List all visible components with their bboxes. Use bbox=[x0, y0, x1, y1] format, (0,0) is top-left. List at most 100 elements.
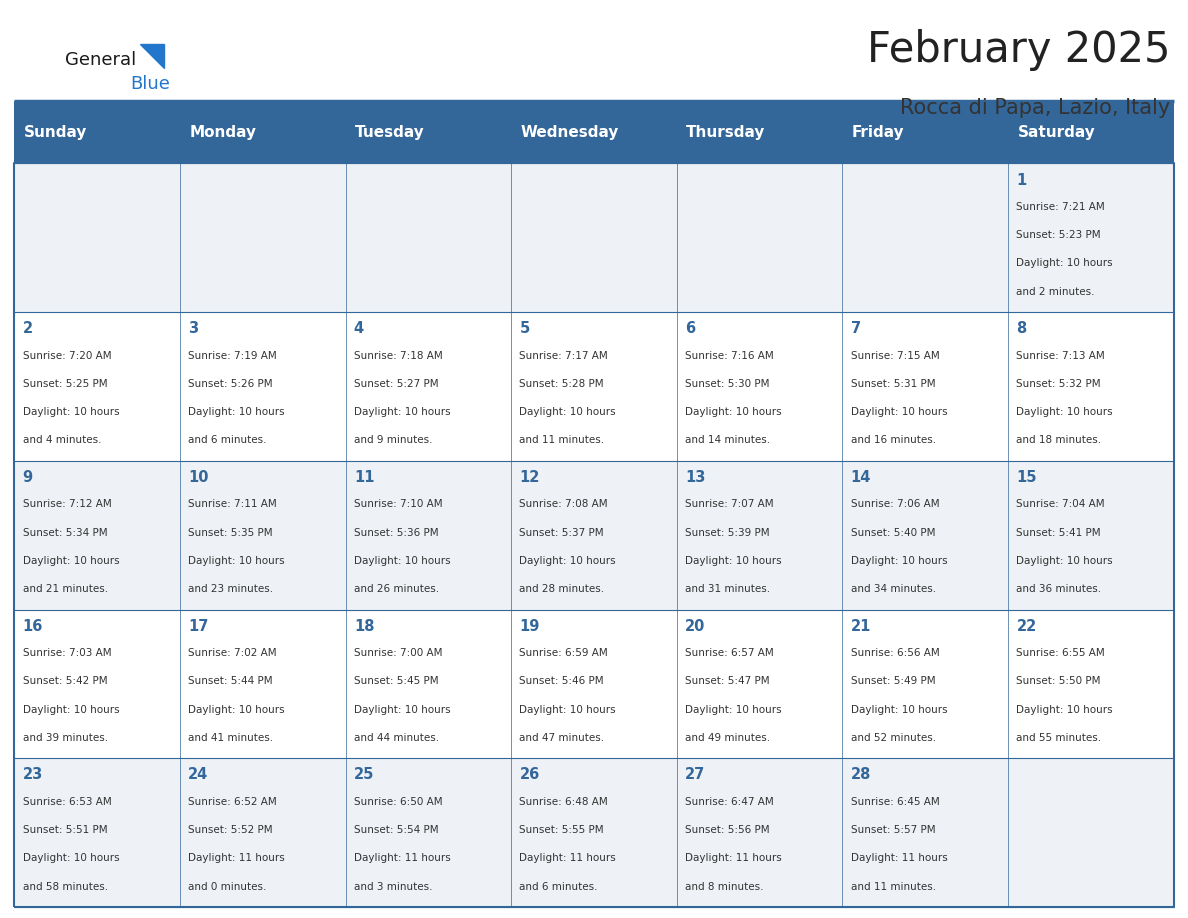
Text: and 36 minutes.: and 36 minutes. bbox=[1017, 584, 1101, 594]
Text: and 18 minutes.: and 18 minutes. bbox=[1017, 435, 1101, 445]
Bar bbox=[14, 163, 179, 312]
Text: and 49 minutes.: and 49 minutes. bbox=[685, 733, 770, 743]
Text: Sunset: 5:34 PM: Sunset: 5:34 PM bbox=[23, 528, 107, 538]
Bar bbox=[346, 312, 511, 461]
Text: Sunset: 5:28 PM: Sunset: 5:28 PM bbox=[519, 379, 605, 389]
Bar bbox=[677, 312, 842, 461]
Bar bbox=[1009, 312, 1174, 461]
Text: Sunset: 5:45 PM: Sunset: 5:45 PM bbox=[354, 677, 438, 687]
Text: and 8 minutes.: and 8 minutes. bbox=[685, 881, 764, 891]
Text: Daylight: 10 hours: Daylight: 10 hours bbox=[354, 556, 450, 565]
Text: and 16 minutes.: and 16 minutes. bbox=[851, 435, 936, 445]
Text: and 52 minutes.: and 52 minutes. bbox=[851, 733, 936, 743]
Bar bbox=[179, 312, 346, 461]
Text: 8: 8 bbox=[1017, 321, 1026, 336]
Text: Sunrise: 7:15 AM: Sunrise: 7:15 AM bbox=[851, 351, 940, 361]
Bar bbox=[179, 461, 346, 610]
Text: Sunrise: 7:02 AM: Sunrise: 7:02 AM bbox=[188, 648, 277, 658]
Text: 7: 7 bbox=[851, 321, 861, 336]
Text: 18: 18 bbox=[354, 619, 374, 633]
Text: 27: 27 bbox=[685, 767, 706, 782]
Text: 15: 15 bbox=[1017, 470, 1037, 485]
Text: Tuesday: Tuesday bbox=[355, 125, 425, 140]
Text: Sunrise: 7:13 AM: Sunrise: 7:13 AM bbox=[1017, 351, 1105, 361]
Text: and 23 minutes.: and 23 minutes. bbox=[188, 584, 273, 594]
Text: 22: 22 bbox=[1017, 619, 1037, 633]
Text: 11: 11 bbox=[354, 470, 374, 485]
Text: Daylight: 10 hours: Daylight: 10 hours bbox=[685, 705, 782, 714]
Text: Sunset: 5:46 PM: Sunset: 5:46 PM bbox=[519, 677, 605, 687]
Text: and 0 minutes.: and 0 minutes. bbox=[188, 881, 266, 891]
Text: Daylight: 10 hours: Daylight: 10 hours bbox=[519, 556, 617, 565]
Text: Sunset: 5:26 PM: Sunset: 5:26 PM bbox=[188, 379, 273, 389]
Text: Daylight: 10 hours: Daylight: 10 hours bbox=[1017, 705, 1113, 714]
Text: 24: 24 bbox=[188, 767, 208, 782]
Text: Sunset: 5:55 PM: Sunset: 5:55 PM bbox=[519, 825, 605, 835]
Text: and 34 minutes.: and 34 minutes. bbox=[851, 584, 936, 594]
Text: Sunset: 5:47 PM: Sunset: 5:47 PM bbox=[685, 677, 770, 687]
Text: Sunset: 5:54 PM: Sunset: 5:54 PM bbox=[354, 825, 438, 835]
Text: Daylight: 10 hours: Daylight: 10 hours bbox=[685, 408, 782, 417]
Text: Thursday: Thursday bbox=[687, 125, 766, 140]
Bar bbox=[511, 758, 677, 907]
Text: and 41 minutes.: and 41 minutes. bbox=[188, 733, 273, 743]
Text: and 6 minutes.: and 6 minutes. bbox=[188, 435, 267, 445]
Text: 28: 28 bbox=[851, 767, 871, 782]
Text: 16: 16 bbox=[23, 619, 43, 633]
Text: Sunrise: 6:47 AM: Sunrise: 6:47 AM bbox=[685, 797, 773, 807]
Text: and 14 minutes.: and 14 minutes. bbox=[685, 435, 770, 445]
Text: 2: 2 bbox=[23, 321, 33, 336]
Text: and 11 minutes.: and 11 minutes. bbox=[851, 881, 936, 891]
Text: 25: 25 bbox=[354, 767, 374, 782]
Text: Sunset: 5:25 PM: Sunset: 5:25 PM bbox=[23, 379, 107, 389]
Text: Daylight: 11 hours: Daylight: 11 hours bbox=[354, 854, 450, 863]
Bar bbox=[677, 610, 842, 758]
Polygon shape bbox=[140, 44, 164, 68]
Text: and 21 minutes.: and 21 minutes. bbox=[23, 584, 108, 594]
Text: and 58 minutes.: and 58 minutes. bbox=[23, 881, 108, 891]
Text: Sunrise: 6:55 AM: Sunrise: 6:55 AM bbox=[1017, 648, 1105, 658]
Text: Sunset: 5:36 PM: Sunset: 5:36 PM bbox=[354, 528, 438, 538]
Text: Rocca di Papa, Lazio, Italy: Rocca di Papa, Lazio, Italy bbox=[901, 98, 1170, 118]
Bar bbox=[842, 610, 1009, 758]
Text: Daylight: 10 hours: Daylight: 10 hours bbox=[851, 705, 947, 714]
Text: Sunset: 5:44 PM: Sunset: 5:44 PM bbox=[188, 677, 273, 687]
Text: Sunset: 5:41 PM: Sunset: 5:41 PM bbox=[1017, 528, 1101, 538]
Text: Sunrise: 6:59 AM: Sunrise: 6:59 AM bbox=[519, 648, 608, 658]
Text: Daylight: 11 hours: Daylight: 11 hours bbox=[519, 854, 617, 863]
Text: Sunset: 5:35 PM: Sunset: 5:35 PM bbox=[188, 528, 273, 538]
Text: Sunrise: 6:53 AM: Sunrise: 6:53 AM bbox=[23, 797, 112, 807]
Text: Sunrise: 7:18 AM: Sunrise: 7:18 AM bbox=[354, 351, 443, 361]
Text: Blue: Blue bbox=[131, 75, 171, 94]
Text: Sunset: 5:56 PM: Sunset: 5:56 PM bbox=[685, 825, 770, 835]
Text: and 6 minutes.: and 6 minutes. bbox=[519, 881, 598, 891]
Text: Sunrise: 7:17 AM: Sunrise: 7:17 AM bbox=[519, 351, 608, 361]
Text: Sunrise: 6:48 AM: Sunrise: 6:48 AM bbox=[519, 797, 608, 807]
Text: and 4 minutes.: and 4 minutes. bbox=[23, 435, 101, 445]
Text: Daylight: 11 hours: Daylight: 11 hours bbox=[851, 854, 948, 863]
Text: Sunrise: 7:11 AM: Sunrise: 7:11 AM bbox=[188, 499, 277, 509]
Bar bbox=[842, 163, 1009, 312]
Text: Daylight: 10 hours: Daylight: 10 hours bbox=[354, 705, 450, 714]
Bar bbox=[346, 163, 511, 312]
Text: 9: 9 bbox=[23, 470, 33, 485]
Bar bbox=[179, 163, 346, 312]
Bar bbox=[677, 461, 842, 610]
Text: Daylight: 10 hours: Daylight: 10 hours bbox=[188, 408, 285, 417]
Bar bbox=[677, 163, 842, 312]
Text: Sunrise: 7:21 AM: Sunrise: 7:21 AM bbox=[1017, 202, 1105, 212]
Text: Sunrise: 7:10 AM: Sunrise: 7:10 AM bbox=[354, 499, 442, 509]
Text: 3: 3 bbox=[188, 321, 198, 336]
Bar bbox=[1009, 610, 1174, 758]
Text: Daylight: 10 hours: Daylight: 10 hours bbox=[23, 556, 119, 565]
Text: Sunset: 5:27 PM: Sunset: 5:27 PM bbox=[354, 379, 438, 389]
Text: Sunday: Sunday bbox=[24, 125, 87, 140]
Text: 23: 23 bbox=[23, 767, 43, 782]
Text: Sunset: 5:23 PM: Sunset: 5:23 PM bbox=[1017, 230, 1101, 241]
Text: 1: 1 bbox=[1017, 173, 1026, 187]
Bar bbox=[511, 163, 677, 312]
Text: 12: 12 bbox=[519, 470, 539, 485]
Text: Daylight: 10 hours: Daylight: 10 hours bbox=[519, 408, 617, 417]
Text: Sunset: 5:52 PM: Sunset: 5:52 PM bbox=[188, 825, 273, 835]
Bar bbox=[346, 758, 511, 907]
